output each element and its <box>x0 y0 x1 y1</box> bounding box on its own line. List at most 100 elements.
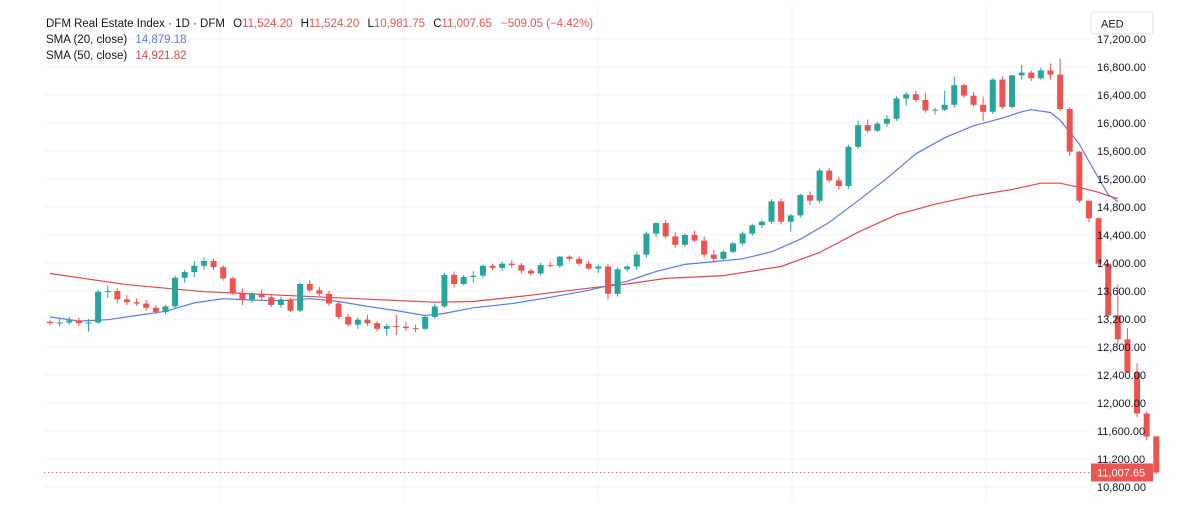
candle-body <box>383 326 390 329</box>
candle <box>374 321 381 332</box>
candle <box>806 191 813 205</box>
candle-body <box>431 306 438 317</box>
candle <box>932 107 939 115</box>
candle <box>922 92 929 113</box>
candle-body <box>1085 200 1092 219</box>
candle-body <box>56 322 63 324</box>
candle <box>614 267 621 297</box>
candle-body <box>604 266 611 294</box>
candle-body <box>1076 151 1083 201</box>
candle <box>479 264 486 278</box>
candle <box>181 270 188 283</box>
candle-body <box>970 95 977 105</box>
candle-body <box>258 293 265 298</box>
candle-body <box>585 263 592 269</box>
candle-body <box>951 85 958 105</box>
y-tick-label: 14,400.00 <box>1097 230 1146 242</box>
candle <box>162 305 169 315</box>
candle-body <box>691 235 698 241</box>
candle <box>210 258 217 270</box>
last-price-value: 11,007.65 <box>1097 467 1145 479</box>
candle-body <box>778 201 785 222</box>
candle <box>258 289 265 300</box>
candle-body <box>181 272 188 278</box>
candle <box>1018 64 1025 80</box>
candle-body <box>1114 315 1121 340</box>
candle-body <box>730 243 737 252</box>
candle-body <box>393 326 400 327</box>
candle <box>662 219 669 239</box>
candle-body <box>104 291 111 292</box>
candle <box>200 257 207 270</box>
candle-body <box>960 85 967 96</box>
candle-body <box>1134 372 1141 414</box>
candle <box>566 255 573 261</box>
y-tick-label: 15,600.00 <box>1097 146 1146 158</box>
candle <box>508 260 515 268</box>
candle-body <box>422 316 429 329</box>
candle <box>297 282 304 312</box>
candle-body <box>1018 72 1025 76</box>
legend-symbol-title: DFM Real Estate Index · 1D · DFM <box>46 18 225 30</box>
candle-body <box>402 326 409 329</box>
candle <box>1076 151 1083 203</box>
candle <box>460 274 467 286</box>
sma20-line <box>49 109 1119 322</box>
candle <box>1095 217 1102 266</box>
candle <box>422 314 429 331</box>
candle <box>1134 363 1141 417</box>
candle <box>1009 74 1015 109</box>
currency-label: AED <box>1101 19 1124 31</box>
candle <box>576 256 583 266</box>
candle <box>1105 263 1112 317</box>
candle <box>95 289 102 324</box>
candle <box>143 300 150 311</box>
candle <box>104 285 111 298</box>
y-tick-label: 14,800.00 <box>1097 202 1146 214</box>
price-axis[interactable]: 10,800.00 11,200.00 11,600.00 12,000.00 12,4… <box>1097 34 1146 494</box>
candle <box>1143 411 1150 441</box>
candle <box>951 76 958 108</box>
candle <box>114 288 121 303</box>
candle <box>883 115 890 127</box>
candle-body <box>162 306 169 312</box>
candle <box>912 90 919 102</box>
candle-body <box>479 265 486 276</box>
currency-selector[interactable]: AED <box>1090 11 1154 35</box>
candle <box>325 291 332 306</box>
candle-body <box>1143 413 1150 437</box>
candle-body <box>143 303 150 308</box>
candle <box>710 249 717 263</box>
candle <box>345 314 352 327</box>
y-tick-label: 11,200.00 <box>1097 454 1145 466</box>
candle <box>1037 67 1044 80</box>
y-tick-label: 12,000.00 <box>1097 398 1146 410</box>
candle-body <box>816 170 823 201</box>
candle-body <box>508 263 515 266</box>
candle <box>816 168 823 203</box>
candle <box>431 303 438 319</box>
candle <box>1124 328 1131 373</box>
candle-body <box>989 79 996 112</box>
candle-body <box>643 233 650 255</box>
candle-body <box>893 98 900 119</box>
candle <box>960 83 967 98</box>
candle <box>903 92 910 106</box>
candle-body <box>980 104 987 112</box>
candle <box>787 214 794 232</box>
currency-box[interactable] <box>1090 11 1154 35</box>
y-tick-label: 12,800.00 <box>1097 342 1146 354</box>
candle <box>364 314 371 326</box>
candle-body <box>499 263 506 268</box>
y-tick-label: 16,000.00 <box>1097 118 1146 130</box>
candle-body <box>152 307 159 312</box>
candle-body <box>277 299 284 305</box>
candle-body <box>932 109 939 111</box>
candle <box>826 167 833 183</box>
candle-body <box>85 322 92 324</box>
candle <box>855 120 862 149</box>
candle-body <box>595 266 602 269</box>
candle-body <box>855 125 862 147</box>
y-tick-label: 10,800.00 <box>1097 482 1146 494</box>
